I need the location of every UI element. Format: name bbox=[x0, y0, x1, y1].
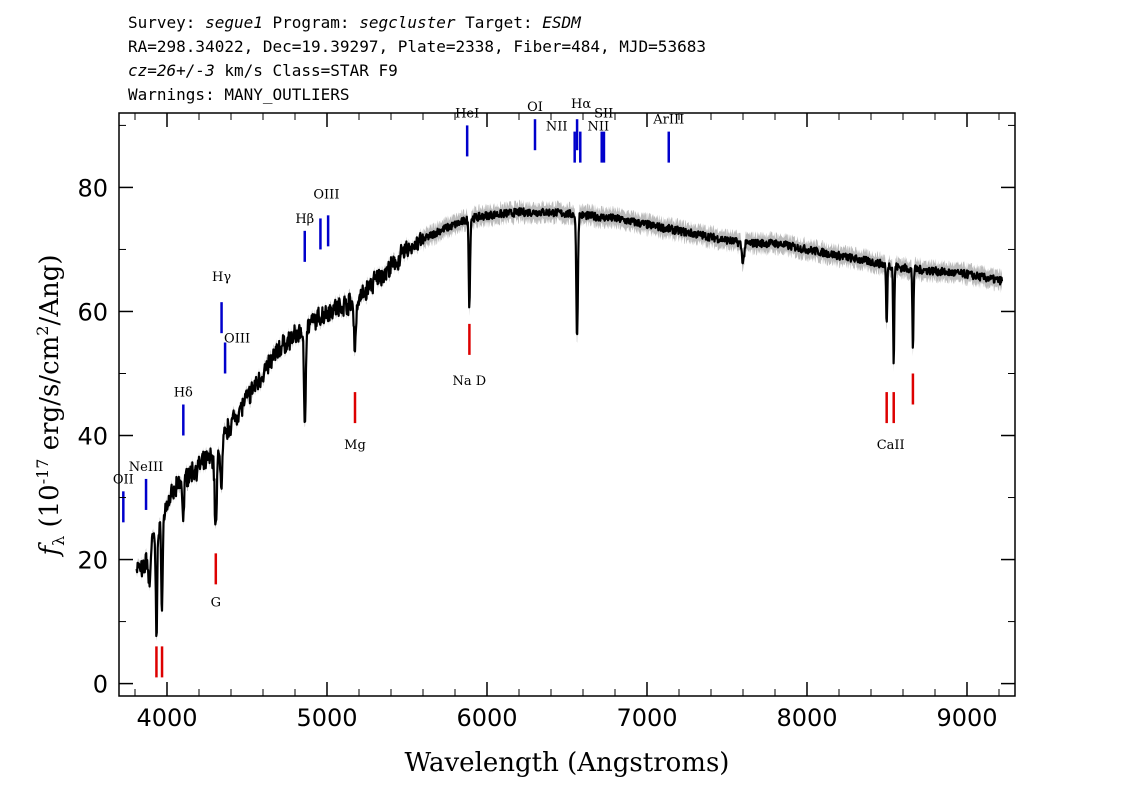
spectrum-line bbox=[135, 207, 1004, 638]
y-tick-label: 80 bbox=[77, 174, 108, 202]
emission-label-ariii: ArIII bbox=[652, 113, 684, 128]
emission-label-oiii: OIII bbox=[224, 331, 250, 346]
emission-label-hei: HeI bbox=[455, 106, 479, 121]
survey-key: Survey: bbox=[128, 13, 206, 32]
target-key: Target: bbox=[455, 13, 543, 32]
x-tick-label: 7000 bbox=[616, 704, 677, 732]
class-text: km/s Class=STAR F9 bbox=[214, 61, 398, 80]
header-line-1: Survey: segue1 Program: segcluster Targe… bbox=[128, 12, 581, 34]
x-tick-label: 6000 bbox=[456, 704, 517, 732]
emission-label-nii: NII bbox=[546, 120, 568, 135]
emission-label-oiii: OIII bbox=[313, 187, 339, 202]
x-tick-label: 9000 bbox=[936, 704, 997, 732]
absorption-label-na-d: Na D bbox=[453, 374, 487, 389]
emission-label-oii: OII bbox=[113, 472, 134, 487]
emission-label-sii: SII bbox=[594, 107, 613, 122]
x-tick-label: 5000 bbox=[296, 704, 357, 732]
absorption-label-caii: CaII bbox=[877, 438, 905, 453]
y-tick-label: 60 bbox=[77, 298, 108, 326]
header-line-4: Warnings: MANY_OUTLIERS bbox=[128, 85, 350, 104]
header-line-3: cz=26+/-3 km/s Class=STAR F9 bbox=[128, 60, 398, 82]
redshift-value: cz=26+/-3 bbox=[128, 61, 215, 80]
program-value: segcluster bbox=[359, 13, 456, 32]
survey-value: segue1 bbox=[205, 13, 263, 32]
emission-label-oi: OI bbox=[527, 100, 543, 115]
emission-label-hγ: Hγ bbox=[212, 270, 231, 285]
emission-label-hδ: Hδ bbox=[174, 386, 193, 401]
spectrum-path bbox=[135, 207, 1004, 638]
emission-label-hβ: Hβ bbox=[295, 212, 314, 227]
x-tick-label: 4000 bbox=[136, 704, 197, 732]
plot-frame bbox=[118, 112, 1016, 697]
absorption-label-g: G bbox=[211, 595, 221, 610]
target-value: ESDM bbox=[542, 13, 581, 32]
emission-label-neiii: NeIII bbox=[129, 460, 163, 475]
y-tick-label: 0 bbox=[93, 671, 108, 699]
y-tick-label: 40 bbox=[77, 423, 108, 451]
axis-ticks: 4000 5000 6000 7000 8000 9000 0 20 40 60 80 bbox=[77, 113, 1015, 732]
emission-label-hα: Hα bbox=[571, 97, 591, 112]
x-tick-label: 8000 bbox=[776, 704, 837, 732]
y-axis-label: fλ (10-17 erg/s/cm2/Ang) bbox=[33, 254, 68, 557]
emission-label-nii: NII bbox=[587, 120, 609, 135]
absorption-label-mg: Mg bbox=[344, 438, 366, 453]
header-line-2: RA=298.34022, Dec=19.39297, Plate=2338, … bbox=[128, 37, 706, 56]
x-axis-label: Wavelength (Angstroms) bbox=[405, 748, 730, 778]
y-tick-label: 20 bbox=[77, 547, 108, 575]
program-key: Program: bbox=[262, 13, 360, 32]
